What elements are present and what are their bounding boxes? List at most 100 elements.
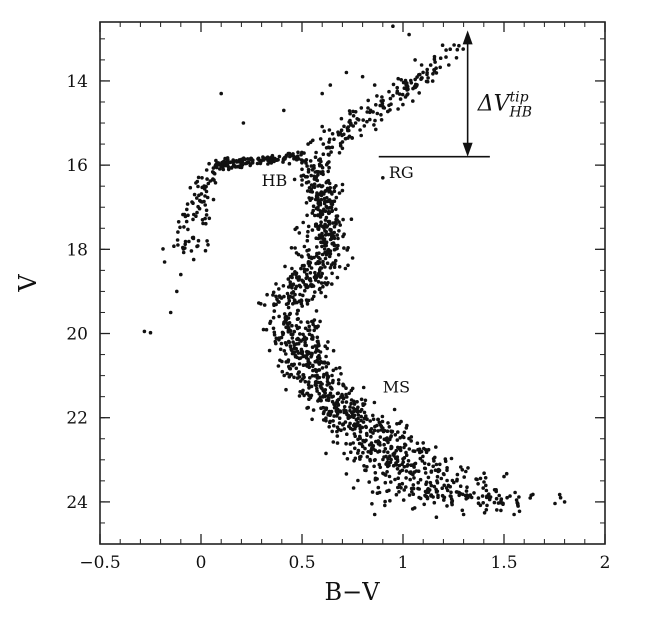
star-point (310, 417, 314, 422)
y-axis-label: V (14, 274, 42, 293)
star-point (407, 32, 411, 37)
star-point (394, 492, 399, 497)
star-point (284, 325, 288, 330)
star-point (315, 245, 319, 249)
star-point (448, 494, 453, 498)
star-point (455, 47, 460, 52)
star-point (289, 332, 294, 337)
star-point (412, 85, 417, 89)
star-point (207, 161, 211, 166)
star-point (282, 373, 287, 378)
star-point (305, 391, 309, 396)
star-point (342, 408, 346, 413)
star-point (397, 471, 402, 475)
arrowhead-top (462, 30, 473, 45)
star-point (385, 470, 389, 474)
star-point (312, 255, 316, 260)
star-point (464, 489, 469, 493)
star-point (310, 319, 314, 324)
star-point (322, 237, 327, 241)
star-point (196, 238, 201, 243)
star-point (437, 468, 442, 473)
star-point (361, 118, 366, 122)
star-point (418, 450, 422, 455)
star-point (375, 94, 379, 98)
star-point (433, 468, 438, 473)
star-point (422, 461, 427, 466)
star-point (328, 420, 332, 425)
star-point (375, 111, 380, 116)
star-point (402, 488, 407, 492)
star-point (389, 434, 394, 438)
x-tick-label: 0 (196, 553, 207, 573)
star-point (359, 133, 364, 138)
star-point (434, 71, 439, 75)
star-point (332, 265, 337, 270)
star-point (292, 350, 297, 355)
star-point (265, 292, 269, 297)
star-point (321, 375, 326, 379)
star-point (351, 114, 356, 118)
star-point (239, 159, 243, 163)
star-point (293, 286, 298, 291)
star-point (317, 362, 322, 366)
star-point (353, 407, 358, 412)
star-point (378, 435, 383, 439)
star-point (309, 355, 313, 359)
star-point (305, 349, 309, 354)
star-point (284, 352, 288, 356)
star-point (335, 275, 340, 280)
star-point (274, 336, 279, 341)
star-point (197, 193, 201, 198)
star-point (322, 240, 327, 244)
star-point (225, 163, 230, 167)
star-point (316, 226, 320, 231)
star-point (228, 160, 233, 164)
star-point (281, 284, 286, 288)
star-point (305, 299, 310, 304)
star-point (329, 236, 334, 241)
star-point (325, 196, 329, 200)
star-point (344, 386, 348, 391)
star-point (373, 477, 378, 482)
star-point (250, 160, 255, 165)
star-point (302, 151, 306, 155)
star-point (372, 400, 377, 405)
delta-v-sup: tip (510, 89, 529, 105)
star-point (264, 327, 269, 332)
star-point (347, 109, 352, 113)
star-point (496, 501, 501, 505)
star-point (324, 243, 329, 248)
star-point (351, 427, 355, 432)
star-point (476, 496, 481, 500)
star-point (345, 457, 350, 461)
star-point (395, 459, 400, 464)
star-point (195, 196, 199, 200)
star-point (383, 480, 388, 485)
star-point (407, 493, 412, 497)
star-point (363, 468, 367, 473)
star-point (395, 422, 399, 426)
star-point (382, 449, 386, 454)
star-point (347, 391, 352, 396)
star-point (395, 438, 400, 442)
star-point (405, 84, 410, 89)
star-point (440, 486, 445, 491)
star-point (315, 339, 320, 344)
star-point (348, 442, 353, 446)
star-point (351, 441, 356, 445)
star-point (319, 240, 323, 244)
star-point (318, 163, 322, 168)
star-point (312, 185, 317, 190)
star-point (374, 103, 378, 107)
star-point (342, 232, 346, 236)
star-point (409, 435, 414, 439)
star-point (429, 470, 434, 474)
star-point (299, 266, 303, 271)
star-point (286, 339, 291, 344)
star-point (562, 500, 567, 504)
star-point (219, 91, 223, 96)
star-point (241, 121, 246, 125)
star-point (450, 500, 454, 505)
star-point (357, 441, 362, 446)
